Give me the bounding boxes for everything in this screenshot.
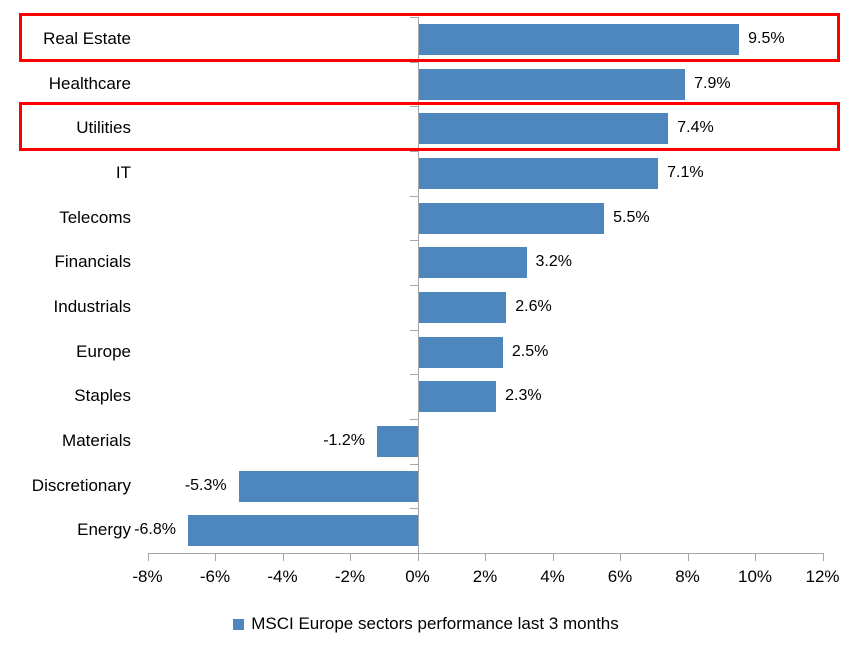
bar (418, 202, 605, 234)
category-tick (409, 195, 418, 197)
bar (418, 68, 686, 100)
bar (418, 113, 669, 145)
data-label: 5.5% (613, 208, 650, 226)
data-label: 7.1% (667, 164, 704, 181)
category-label: Healthcare (48, 73, 131, 93)
category-label: Staples (74, 386, 131, 406)
category-label: Financials (54, 252, 131, 272)
category-label: Energy (77, 520, 131, 540)
x-tick (485, 553, 486, 561)
category-label: Telecoms (59, 207, 131, 227)
data-label: -6.8% (134, 521, 176, 539)
data-label: 7.4% (677, 119, 714, 137)
data-label: 2.3% (505, 387, 542, 405)
x-tick (620, 553, 621, 561)
bar (418, 291, 507, 323)
category-tick (409, 329, 418, 331)
x-tick (350, 553, 351, 561)
category-label: Materials (62, 431, 131, 450)
x-tick-label: 10% (737, 567, 773, 586)
x-tick-label: -2% (334, 567, 366, 586)
data-label: 7.9% (694, 74, 731, 92)
x-tick (215, 553, 216, 561)
category-tick (409, 463, 418, 465)
x-tick (822, 553, 824, 561)
bar (418, 157, 659, 189)
x-tick (282, 553, 284, 561)
bar (418, 336, 503, 368)
bar (418, 247, 527, 279)
x-tick-label: -6% (199, 567, 231, 586)
category-label: IT (115, 163, 131, 182)
category-tick (409, 508, 418, 510)
bar (238, 470, 418, 502)
category-tick (409, 17, 418, 18)
data-label: 2.6% (515, 298, 552, 315)
data-label: 9.5% (748, 30, 785, 47)
bar (377, 425, 418, 457)
x-tick-label: 6% (607, 567, 633, 586)
category-label: Industrials (53, 297, 131, 316)
x-tick (552, 553, 554, 561)
data-label: -1.2% (323, 432, 365, 449)
category-tick (409, 61, 418, 63)
bar (188, 515, 418, 547)
category-label: Utilities (76, 118, 131, 138)
bar (418, 381, 497, 413)
category-tick (409, 374, 418, 376)
data-label: -5.3% (184, 476, 227, 494)
x-tick-label: -8% (132, 567, 163, 586)
x-tick-label: 12% (805, 567, 840, 586)
category-tick (409, 419, 418, 420)
category-label: Real Estate (43, 29, 131, 48)
y-axis-line (417, 17, 419, 561)
bar (418, 23, 740, 55)
data-label: 2.5% (511, 342, 549, 360)
x-tick (417, 553, 419, 561)
legend-marker-icon (233, 618, 245, 630)
x-tick-label: 0% (405, 567, 430, 586)
x-tick-label: 2% (472, 567, 498, 586)
x-tick-label: 4% (540, 567, 565, 586)
category-label: Discretionary (31, 475, 131, 495)
legend: MSCI Europe sectors performance last 3 m… (0, 611, 852, 637)
x-tick (755, 553, 756, 561)
x-tick (147, 553, 149, 561)
data-label: 3.2% (535, 253, 572, 271)
category-tick (409, 106, 418, 108)
category-tick (409, 285, 418, 286)
legend-label: MSCI Europe sectors performance last 3 m… (251, 614, 619, 633)
category-tick (409, 240, 418, 242)
category-tick (409, 553, 418, 554)
x-tick (687, 553, 689, 561)
category-label: Europe (76, 341, 131, 361)
x-tick-label: 8% (675, 567, 700, 586)
x-tick-label: -4% (267, 567, 298, 586)
category-tick (409, 151, 418, 152)
